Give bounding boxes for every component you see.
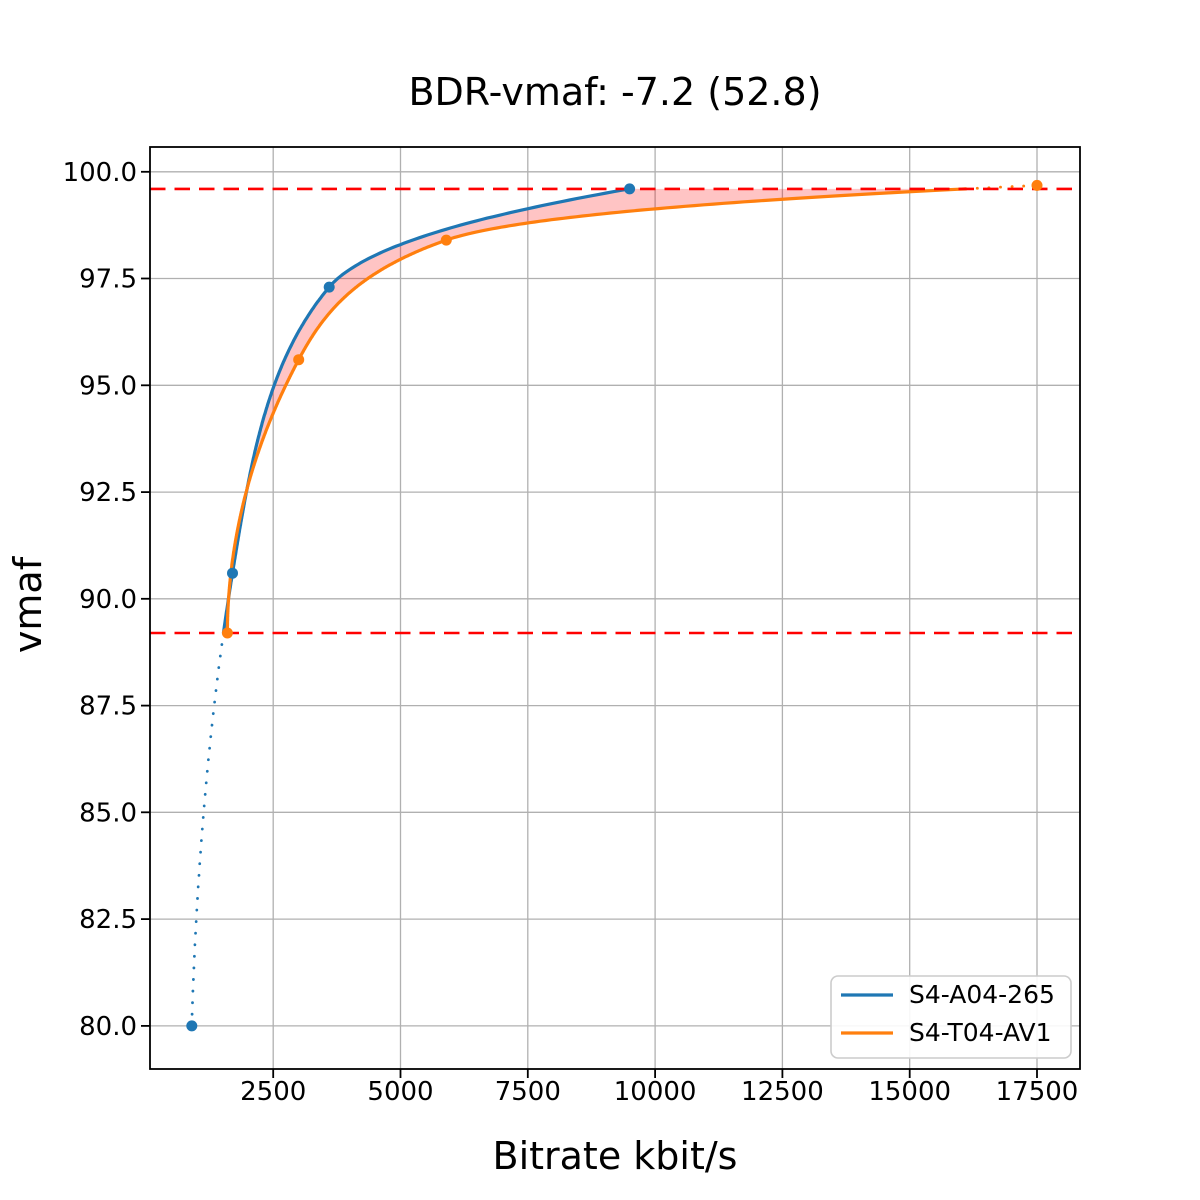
chart-title: BDR-vmaf: -7.2 (52.8) — [408, 70, 821, 114]
series-curves-layer — [190, 184, 1039, 1028]
data-point-marker-S4-A04-265 — [323, 281, 335, 293]
data-point-marker-S4-A04-265 — [624, 183, 636, 195]
series-curve-solid-S4-A04-265 — [221, 187, 632, 635]
x-tick-label: 2500 — [240, 1077, 306, 1107]
data-point-marker-S4-T04-AV1 — [1031, 179, 1043, 191]
data-point-marker-S4-T04-AV1 — [293, 354, 305, 366]
axes-layer: 2500 5000 7500 10000 12500 15000 17500 80.0 82.5… — [63, 146, 1081, 1107]
data-point-marker-S4-A04-265 — [227, 567, 238, 579]
series-curve-dotted-S4-T04-AV1 — [964, 184, 1039, 191]
y-tick-label: 92.5 — [79, 478, 137, 508]
data-point-marker-S4-T04-AV1 — [440, 234, 452, 246]
y-tick-label: 82.5 — [79, 905, 137, 935]
data-markers-layer — [186, 179, 1043, 1032]
grid-layer — [150, 147, 1080, 1069]
y-axis-label: vmaf — [6, 555, 50, 653]
y-tick-label: 90.0 — [79, 585, 137, 615]
x-tick-label: 5000 — [367, 1077, 433, 1107]
legend-label-orange: S4-T04-AV1 — [909, 1018, 1052, 1047]
y-tick-label: 95.0 — [79, 371, 137, 401]
x-tick-label: 17500 — [996, 1077, 1079, 1107]
x-axis-label: Bitrate kbit/s — [493, 1134, 738, 1178]
plot-border — [149, 146, 1081, 1070]
y-tick-label: 85.0 — [79, 798, 137, 828]
x-tick-label: 10000 — [614, 1077, 697, 1107]
series-curve-dotted-S4-A04-265 — [190, 631, 225, 1028]
x-tick-label: 7500 — [495, 1077, 561, 1107]
y-tick-label: 97.5 — [79, 265, 137, 295]
x-tick-label: 15000 — [868, 1077, 951, 1107]
y-tick-label: 100.0 — [63, 158, 137, 188]
y-tick-label: 80.0 — [79, 1012, 137, 1042]
y-tick-label: 87.5 — [79, 692, 137, 722]
data-point-marker-S4-T04-AV1 — [221, 627, 233, 639]
legend: S4-A04-265 S4-T04-AV1 — [830, 975, 1072, 1059]
series-curve-solid-S4-T04-AV1 — [225, 187, 968, 635]
x-tick-label: 12500 — [741, 1077, 824, 1107]
legend-label-blue: S4-A04-265 — [909, 980, 1055, 1009]
reference-lines-layer — [150, 187, 1080, 635]
data-point-marker-S4-A04-265 — [186, 1020, 198, 1032]
